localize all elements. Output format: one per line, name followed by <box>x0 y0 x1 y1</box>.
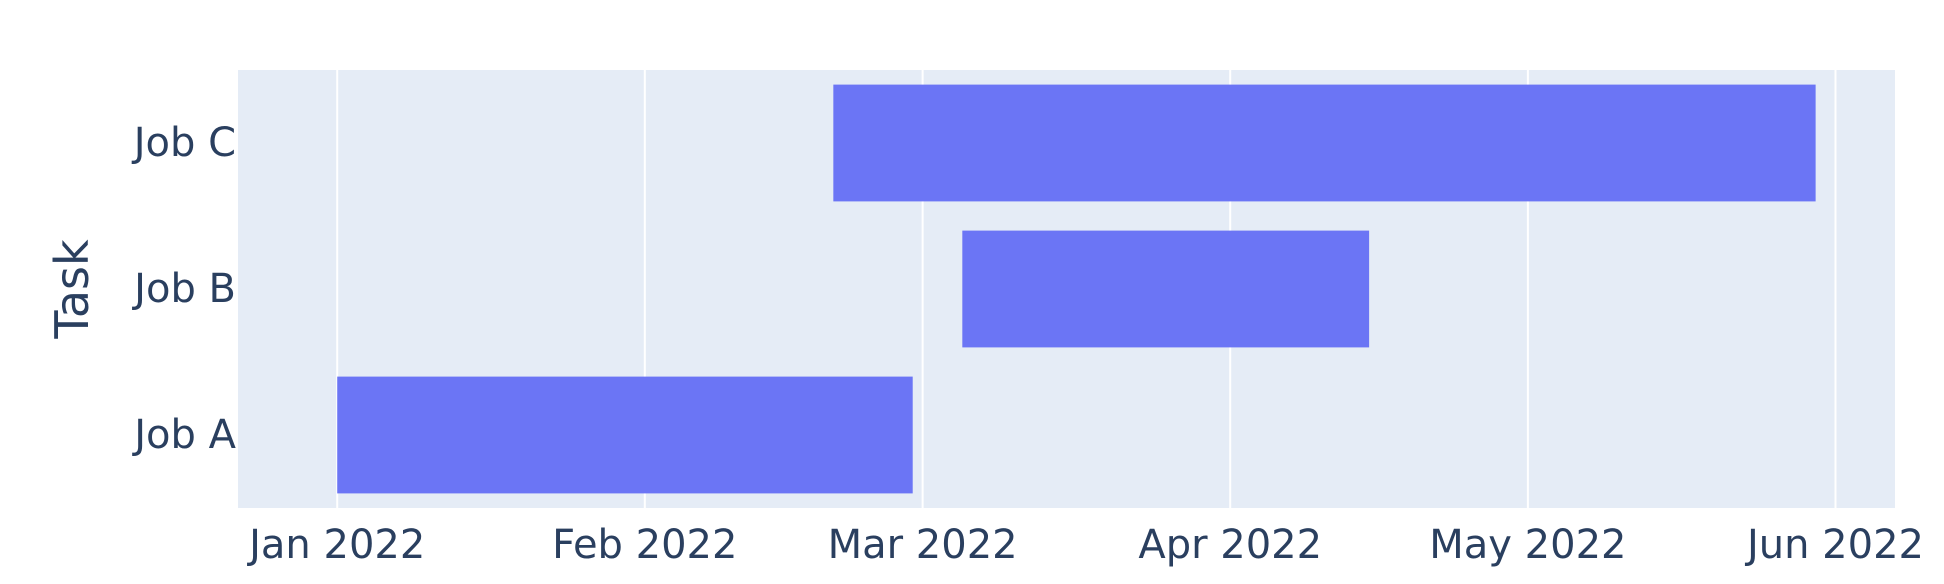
task-bar <box>833 84 1816 202</box>
y-tick-labels: Job A Job B Job C <box>131 120 237 458</box>
x-tick-label: Feb 2022 <box>552 522 737 568</box>
task-bar <box>962 230 1370 348</box>
x-tick-label: May 2022 <box>1429 522 1626 568</box>
x-tick-label: Jun 2022 <box>1744 522 1924 568</box>
x-tick-labels: Jan 2022 Feb 2022 Mar 2022 Apr 2022 May 2022… <box>246 522 1924 568</box>
y-tick-label: Job B <box>131 266 236 312</box>
y-tick-label: Job A <box>131 412 236 458</box>
y-axis-title: Task <box>45 239 99 340</box>
x-tick-label: Apr 2022 <box>1138 522 1322 568</box>
task-bar <box>337 376 913 494</box>
y-tick-label: Job C <box>131 120 236 166</box>
x-tick-label: Mar 2022 <box>828 522 1018 568</box>
x-tick-label: Jan 2022 <box>246 522 425 568</box>
task-bars <box>337 84 1816 494</box>
